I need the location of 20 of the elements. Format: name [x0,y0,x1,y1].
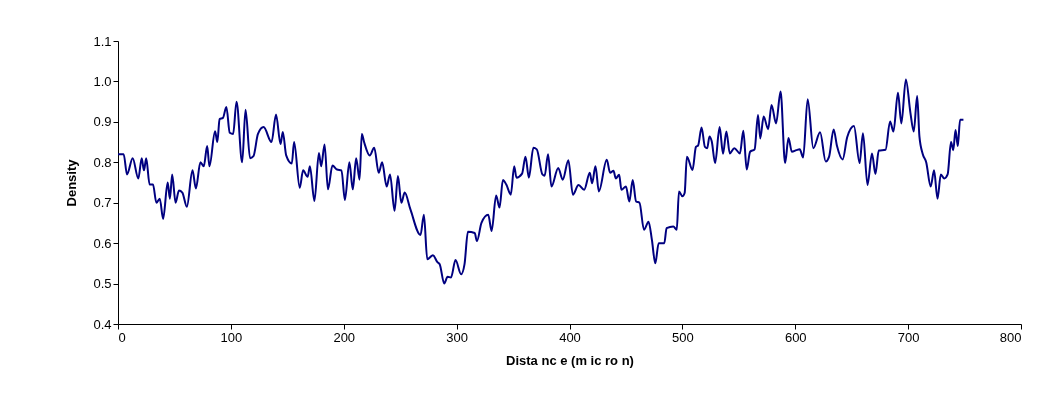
y-axis-title: Density [64,158,80,207]
y-tick-label: 0.5 [93,276,112,292]
y-tick-label: 0.6 [93,235,112,251]
x-tick-label: 400 [559,329,581,345]
y-tick-label: 0.7 [93,195,112,211]
x-tick-label: 800 [999,329,1022,345]
x-tick-label: 200 [333,329,356,345]
line-series [117,78,965,285]
y-tick-label: 0.9 [93,114,112,130]
x-tick-label: 100 [220,329,243,345]
x-axis-title: Dista nc e (m ic ro n) [506,352,634,368]
x-tick-label: 500 [672,329,694,345]
x-tick-label: 600 [784,329,807,345]
x-tick-label: 700 [897,329,920,345]
x-tick-label: 300 [446,329,468,345]
x-tick-label: 0 [118,329,126,345]
y-tick-label: 1.1 [93,33,112,49]
y-tick-label: 0.4 [93,316,112,332]
y-tick-label: 1.0 [93,73,112,89]
y-tick-label: 0.8 [93,154,112,170]
